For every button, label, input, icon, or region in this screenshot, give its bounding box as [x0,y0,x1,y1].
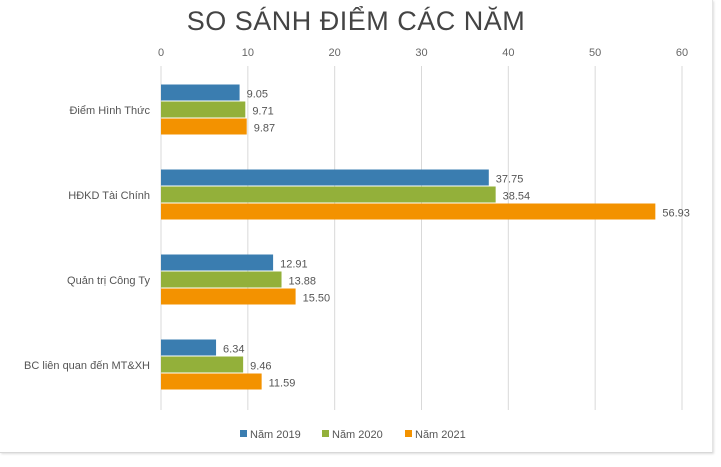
data-label: 9.46 [250,361,271,373]
x-tick-label: 20 [329,47,341,59]
bar [161,254,274,271]
legend-swatch [322,430,329,437]
bar [161,84,240,101]
bar [161,118,247,135]
bar [161,203,656,220]
x-tick-label: 30 [415,47,427,59]
data-label: 9.71 [252,106,273,118]
data-label: 12.91 [280,259,308,271]
bar [161,186,496,203]
x-tick-label: 40 [502,47,514,59]
legend-label: Năm 2019 [250,429,301,441]
x-tick-label: 50 [589,47,601,59]
data-label: 9.05 [247,89,268,101]
legend-label: Năm 2021 [415,429,466,441]
data-label: 13.88 [289,276,317,288]
data-label: 37.75 [496,174,524,186]
x-tick-label: 10 [242,47,254,59]
data-label: 56.93 [662,208,690,220]
x-tick-label: 0 [158,47,164,59]
legend-label: Năm 2020 [332,429,383,441]
legend-swatch [405,430,412,437]
data-label: 15.50 [303,293,331,305]
bar [161,101,246,118]
bar [161,271,282,288]
bar [161,339,217,356]
category-label: HĐKD Tài Chính [68,190,150,202]
category-label: Điểm Hình Thức [69,105,150,117]
chart-title: SO SÁNH ĐIỂM CÁC NĂM [186,6,526,36]
bar [161,288,296,305]
data-label: 38.54 [503,191,531,203]
chart-card: SO SÁNH ĐIỂM CÁC NĂM 0 10 20 30 40 50 60 Điểm H… [0,0,713,453]
data-label: 11.59 [269,378,296,390]
category-label: BC liên quan đến MT&XH [24,360,150,372]
data-label: 6.34 [223,344,244,356]
x-tick-label: 60 [676,47,688,59]
bar [161,356,244,373]
bar [161,169,489,186]
bar [161,373,262,390]
category-label: Quản trị Công Ty [67,275,150,287]
legend-swatch [240,430,247,437]
data-label: 9.87 [254,123,275,135]
